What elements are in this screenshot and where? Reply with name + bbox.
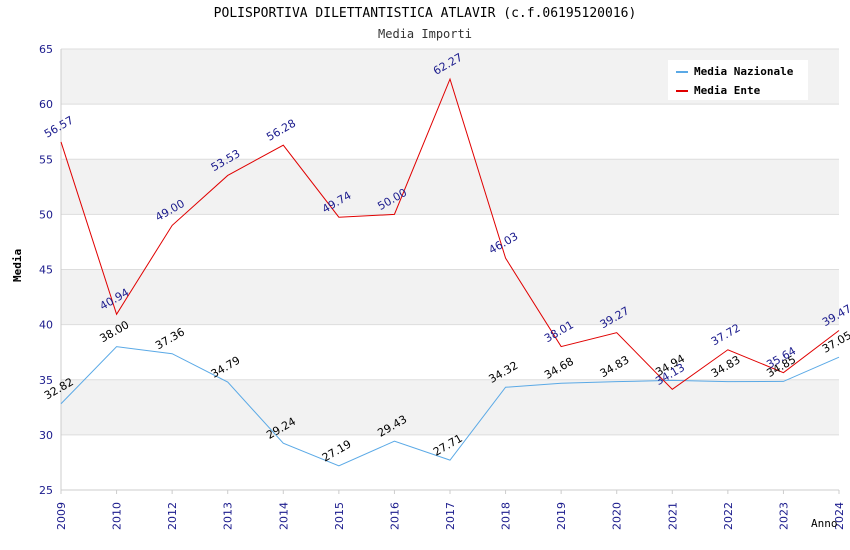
x-tick-label: 2014 <box>277 502 290 530</box>
legend-swatch-media-ente <box>676 90 688 92</box>
x-tick-label: 2019 <box>555 502 568 530</box>
legend-swatch-media-nazionale <box>676 71 688 73</box>
grid-band <box>61 434 839 490</box>
chart-subtitle: Media Importi <box>378 27 472 41</box>
grid-band <box>61 269 839 325</box>
x-axis-label: Anno <box>811 517 838 530</box>
x-tick-label: 2023 <box>777 502 790 530</box>
y-tick-label: 30 <box>39 429 53 442</box>
x-tick-label: 2013 <box>222 502 235 530</box>
y-tick-label: 40 <box>39 319 53 332</box>
x-tick-label: 2020 <box>611 502 624 530</box>
grid-band <box>61 214 839 270</box>
x-tick-label: 2016 <box>388 502 401 530</box>
series-line-media-ente <box>60 77 840 390</box>
x-tick-label: 2010 <box>111 502 124 530</box>
legend-label-media-ente: Media Ente <box>694 84 761 97</box>
y-axis-label: Media <box>11 248 24 282</box>
y-tick-label: 55 <box>39 153 53 166</box>
x-tick-label: 2018 <box>500 502 513 530</box>
x-tick-label: 2022 <box>722 502 735 530</box>
grid-band <box>61 159 839 215</box>
y-tick-label: 45 <box>39 264 53 277</box>
chart-legend: Media Nazionale Media Ente <box>668 60 808 100</box>
x-tick-label: 2024 <box>833 502 846 530</box>
grid-band <box>61 324 839 380</box>
x-tick-label: 2015 <box>333 502 346 530</box>
series-line-media-nazionale <box>60 346 840 467</box>
grid-band <box>61 379 839 435</box>
x-tick-label: 2021 <box>666 502 679 530</box>
x-tick-label: 2012 <box>166 502 179 530</box>
chart-title: POLISPORTIVA DILETTANTISTICA ATLAVIR (c.… <box>213 6 637 21</box>
y-tick-label: 60 <box>39 98 53 111</box>
y-tick-label: 35 <box>39 374 53 387</box>
legend-item-media-ente: Media Ente <box>676 84 760 97</box>
y-tick-label: 65 <box>39 43 53 56</box>
grid-band <box>61 104 839 160</box>
x-tick-label: 2017 <box>444 502 457 530</box>
y-tick-label: 50 <box>39 208 53 221</box>
y-tick-label: 25 <box>39 484 53 497</box>
legend-item-media-nazionale: Media Nazionale <box>676 65 793 78</box>
legend-label-media-nazionale: Media Nazionale <box>694 65 794 78</box>
x-tick-label: 2009 <box>55 502 68 530</box>
